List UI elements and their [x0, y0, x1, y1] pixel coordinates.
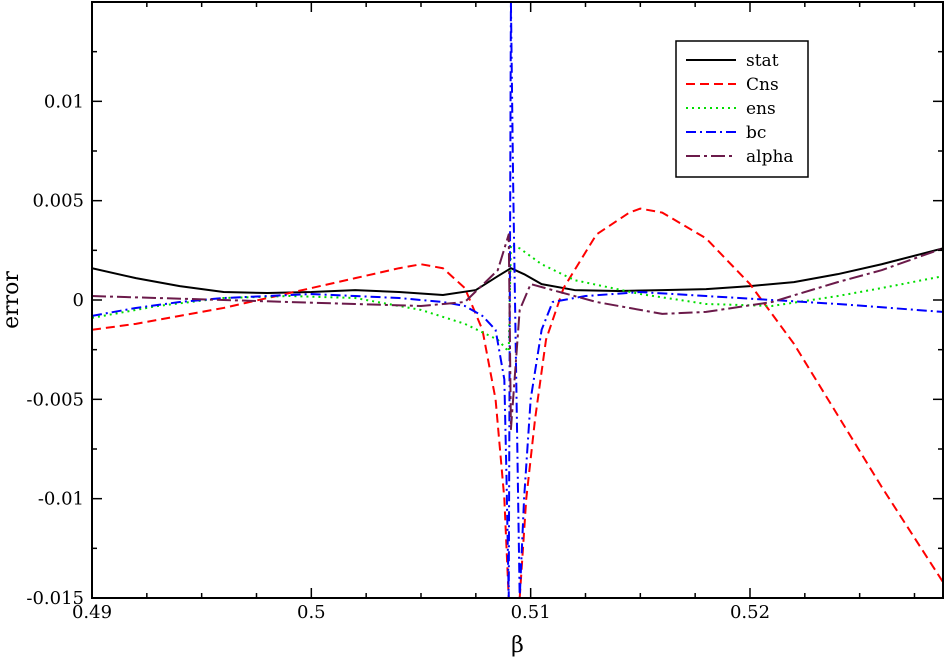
x-tick-label: 0.5	[297, 602, 326, 623]
legend-label-ens: ens	[746, 99, 776, 119]
series-alpha-line	[92, 233, 943, 431]
y-tick-label: -0.005	[26, 389, 84, 410]
x-tick-label: 0.49	[72, 602, 112, 623]
x-axis-title: β	[511, 633, 524, 658]
series-ens-line	[92, 243, 943, 353]
y-tick-label: -0.01	[38, 489, 84, 510]
series-Cns-line	[92, 207, 943, 598]
y-tick-label: -0.015	[26, 588, 84, 609]
legend-label-alpha: alpha	[746, 147, 794, 167]
legend-label-stat: stat	[746, 51, 779, 71]
ticks-layer: 0.49 0.5 0.51 0.52 -0.015 -0.01 -0.005 0 0.005 0.…	[26, 1, 943, 623]
y-tick-label: 0	[73, 290, 84, 311]
y-axis-title: error	[0, 271, 24, 329]
legend-label-Cns: Cns	[746, 75, 779, 95]
series-stat-line	[92, 247, 943, 297]
legend: stat Cns ens bc alpha	[675, 40, 809, 178]
x-tick-label: 0.51	[511, 602, 551, 623]
y-tick-label: 0.005	[32, 191, 84, 212]
legend-label-bc: bc	[746, 123, 766, 143]
series-bc-line	[92, 2, 943, 598]
x-tick-label: 0.52	[730, 602, 770, 623]
series-layer	[92, 2, 943, 598]
y-tick-label: 0.01	[44, 91, 84, 112]
